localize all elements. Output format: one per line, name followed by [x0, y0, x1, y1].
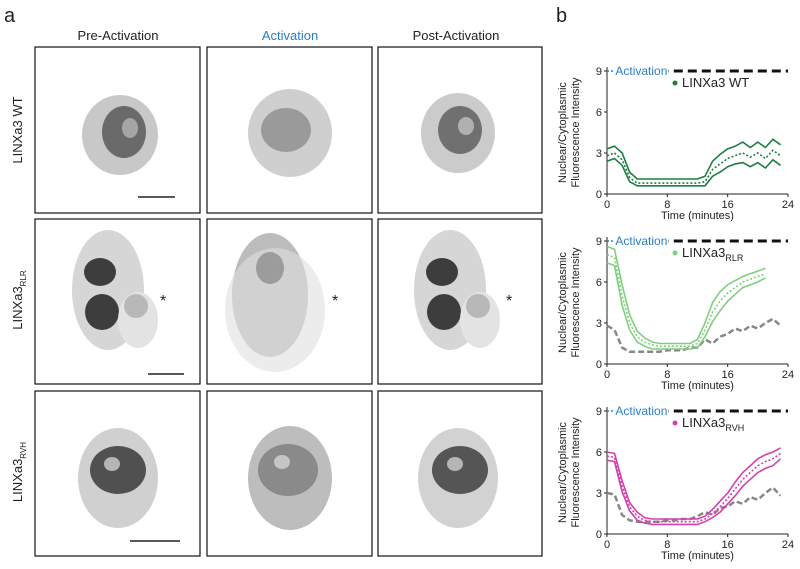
y-axis-label: Fluorescence Intensity	[570, 417, 582, 528]
micrograph	[206, 218, 373, 385]
series-line	[606, 138, 781, 180]
y-tick-label: 6	[596, 447, 602, 459]
legend-sub: RVH	[725, 423, 744, 433]
legend-sub: RLR	[725, 253, 744, 263]
micrograph	[34, 390, 201, 557]
micrograph	[34, 46, 201, 214]
x-tick-label: 8	[664, 199, 670, 211]
x-axis-label: Time (minutes)	[661, 550, 734, 562]
annotation: Activation	[615, 404, 667, 418]
legend-text: LINXa3	[682, 415, 725, 430]
series-line	[606, 245, 766, 345]
x-tick-label: 0	[604, 369, 610, 381]
x-tick-label: 24	[782, 539, 794, 551]
y-tick-label: 9	[596, 236, 602, 248]
row-label: LINXa3RVH	[10, 442, 28, 502]
micrograph	[206, 390, 373, 557]
y-axis-label: Nuclear/Cytoplasmic	[557, 252, 569, 353]
annotation-bg	[614, 64, 669, 78]
column-header: Pre-Activation	[78, 28, 159, 43]
asterisk: *	[160, 293, 166, 310]
x-tick-label: 24	[782, 199, 794, 211]
y-tick-label: 3	[596, 488, 602, 500]
x-tick-label: 0	[604, 199, 610, 211]
x-tick-label: 8	[664, 369, 670, 381]
y-tick-label: 0	[596, 359, 602, 371]
annotation-bg	[614, 404, 669, 418]
column-header: Activation	[262, 28, 318, 43]
x-tick-label: 16	[722, 539, 734, 551]
y-tick-label: 3	[596, 318, 602, 330]
series-line	[606, 458, 782, 526]
legend-marker	[672, 80, 678, 86]
y-axis-label: Fluorescence Intensity	[570, 77, 582, 188]
y-tick-label: 0	[596, 529, 602, 541]
annotation-bg	[614, 234, 669, 248]
annotation: Activation	[615, 234, 667, 248]
asterisk: *	[332, 293, 338, 310]
series-line	[606, 485, 782, 523]
legend-marker	[672, 250, 678, 256]
x-tick-label: 0	[604, 539, 610, 551]
legend-label: LINXa3RLR	[682, 245, 744, 263]
panel-label: b	[556, 5, 567, 27]
row-label-sub: RLR	[19, 270, 28, 286]
y-tick-label: 6	[596, 107, 602, 119]
series-line	[606, 452, 781, 523]
x-tick-label: 16	[722, 369, 734, 381]
row-label-text: LINXa3	[10, 459, 25, 502]
row-label: LINXa3 WT	[10, 96, 25, 163]
column-header: Post-Activation	[413, 28, 500, 43]
series-line	[606, 149, 781, 184]
panel-label: a	[4, 5, 16, 27]
asterisk: *	[506, 293, 512, 310]
y-axis-label: Nuclear/Cytoplasmic	[557, 422, 569, 523]
micrograph	[206, 46, 373, 214]
legend-label: LINXa3RVH	[682, 415, 744, 433]
x-tick-label: 24	[782, 369, 794, 381]
series-line	[606, 447, 781, 520]
x-axis-label: Time (minutes)	[661, 380, 734, 392]
x-tick-label: 16	[722, 199, 734, 211]
series-line	[606, 157, 781, 187]
row-label-text: LINXa3 WT	[10, 96, 25, 163]
legend-label: LINXa3 WT	[682, 75, 749, 90]
row-label-sub: RVH	[19, 442, 28, 459]
micrograph	[377, 46, 543, 214]
y-tick-label: 9	[596, 406, 602, 418]
x-tick-label: 8	[664, 539, 670, 551]
row-label: LINXa3RLR	[10, 270, 28, 330]
y-tick-label: 0	[596, 189, 602, 201]
legend-marker	[672, 420, 678, 426]
annotation: Activation	[615, 64, 667, 78]
y-axis-label: Nuclear/Cytoplasmic	[557, 82, 569, 183]
micrograph	[377, 218, 543, 385]
y-axis-label: Fluorescence Intensity	[570, 247, 582, 358]
series-line	[606, 262, 766, 350]
y-tick-label: 6	[596, 277, 602, 289]
y-tick-label: 9	[596, 66, 602, 78]
x-axis-label: Time (minutes)	[661, 210, 734, 222]
micrograph	[34, 218, 201, 385]
legend-text: LINXa3	[682, 245, 725, 260]
micrograph	[377, 390, 543, 557]
legend-text: LINXa3 WT	[682, 75, 749, 90]
row-label-text: LINXa3	[10, 286, 25, 329]
y-tick-label: 3	[596, 148, 602, 160]
